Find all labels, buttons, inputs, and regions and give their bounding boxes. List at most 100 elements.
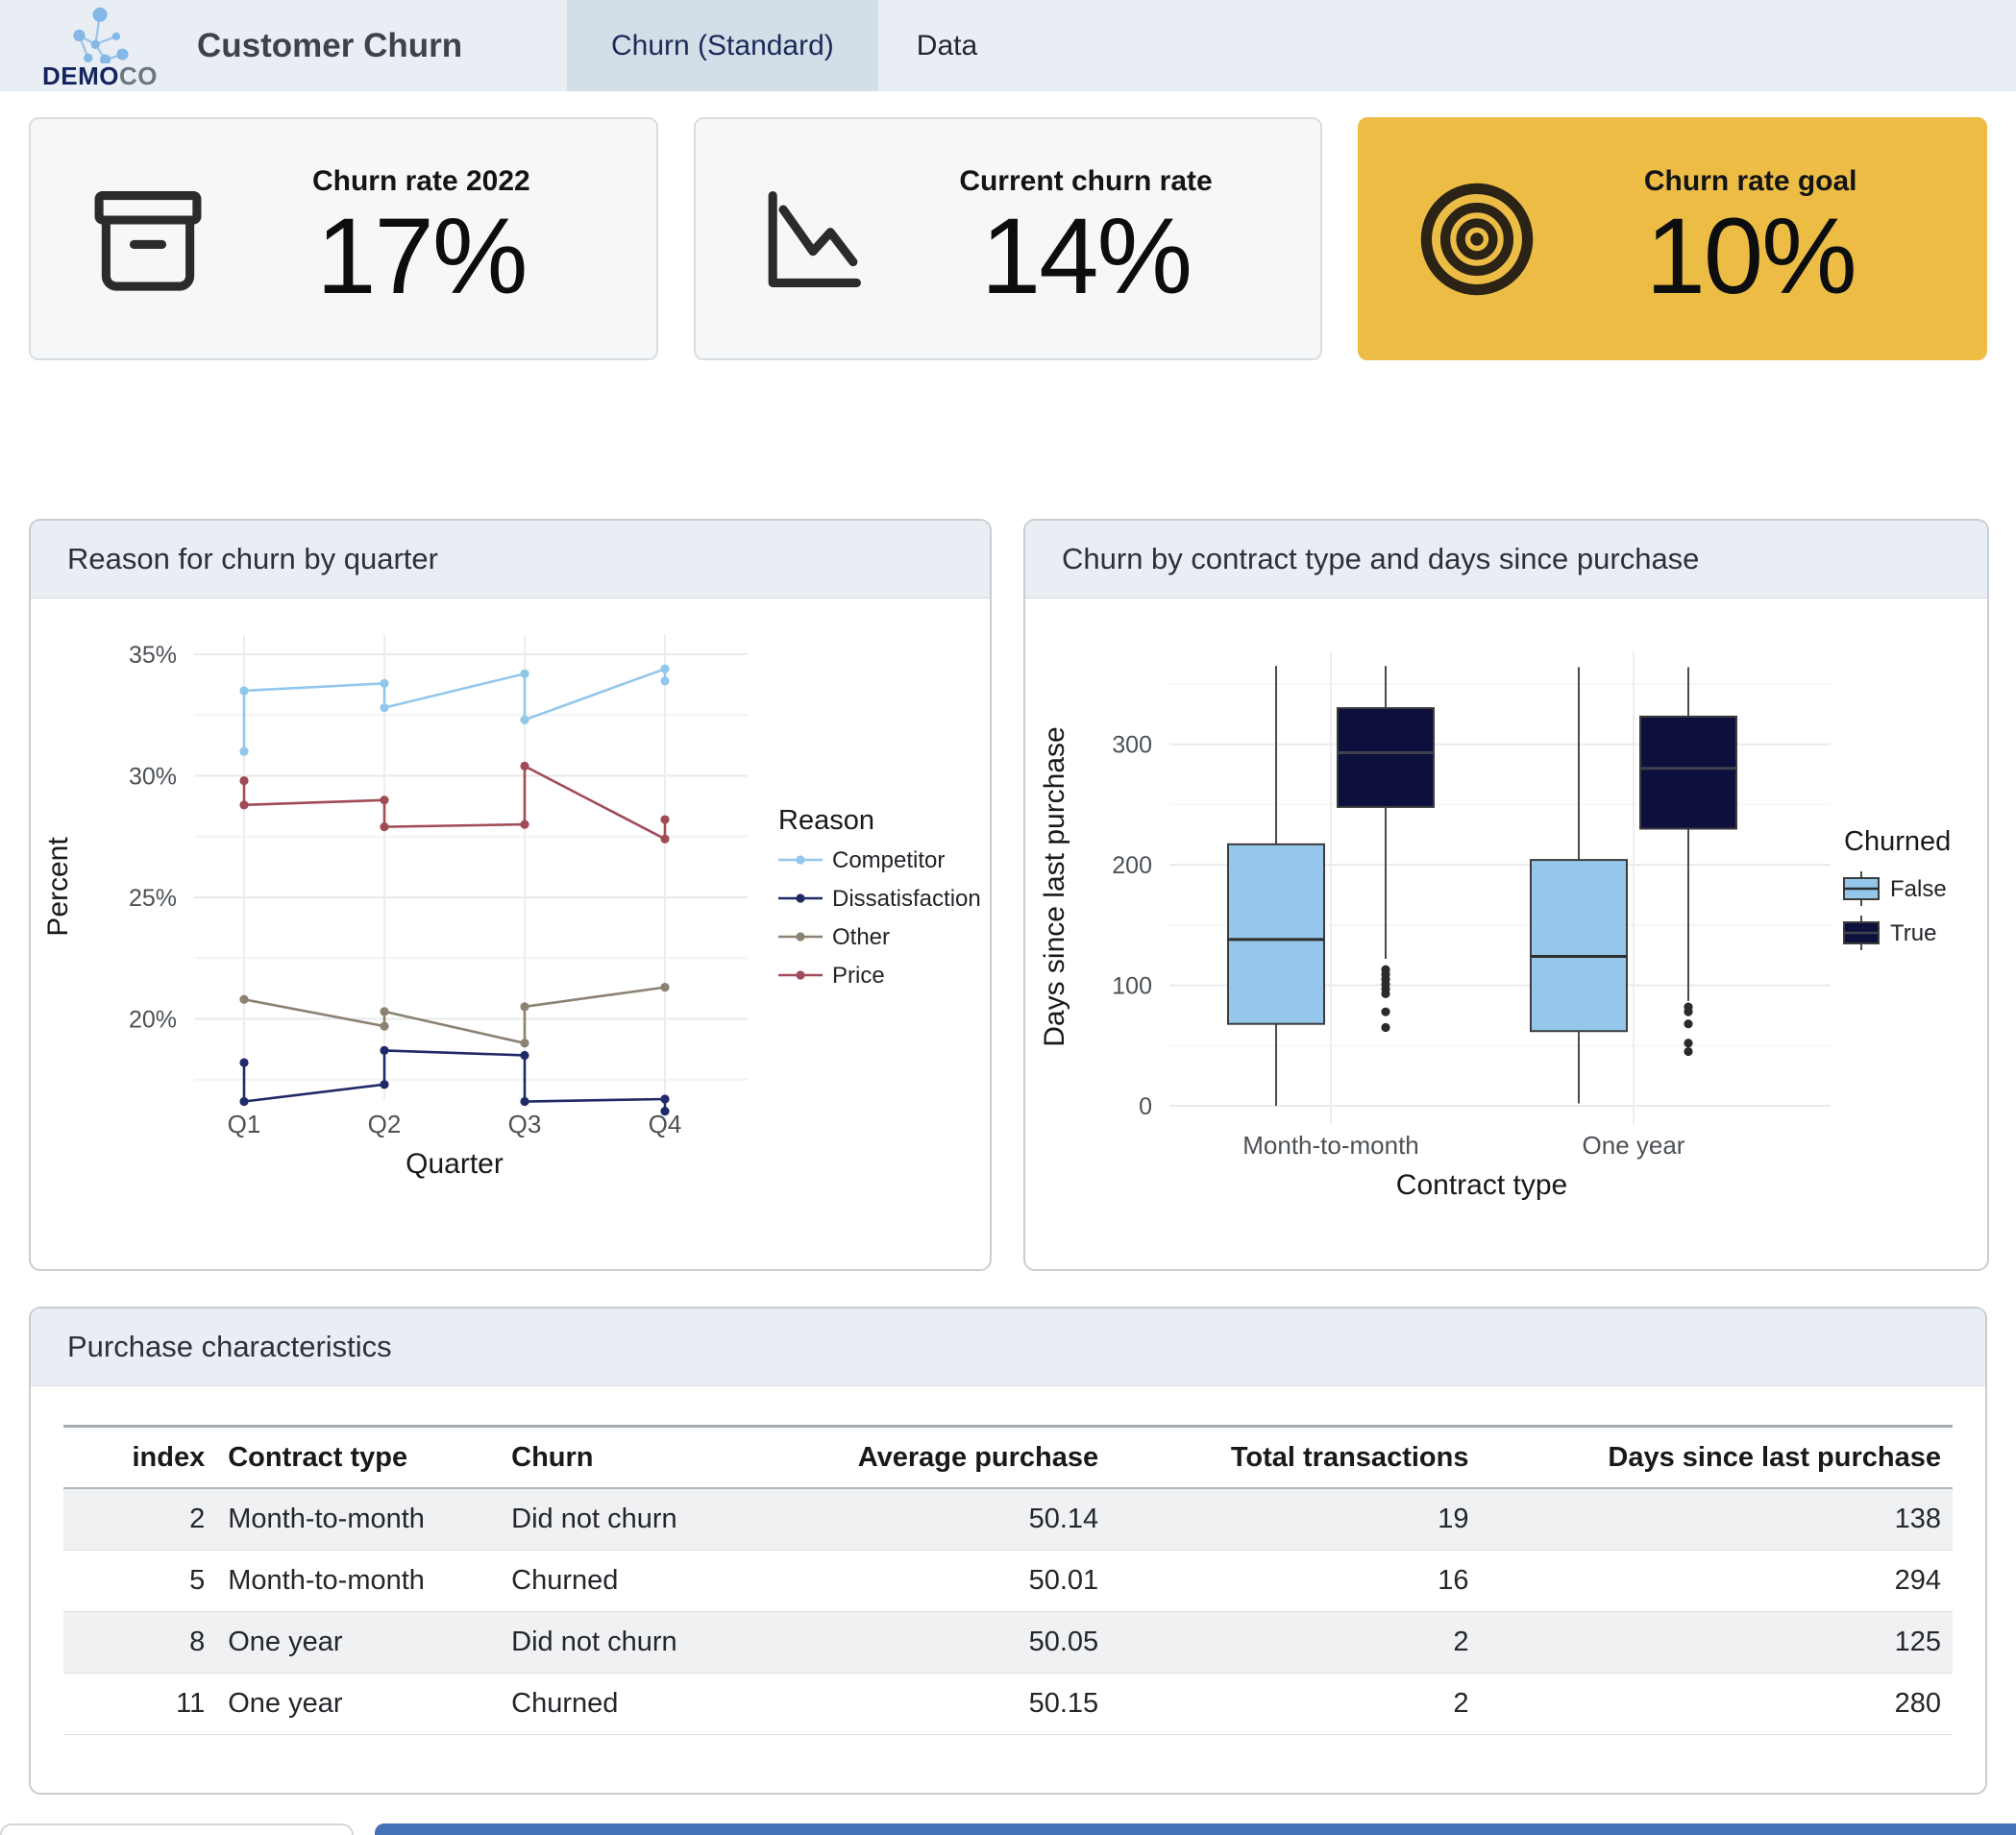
table-cell: One year	[228, 1688, 343, 1719]
line-series-competitor	[239, 664, 670, 756]
line-chart-reason-by-quarter: 35% 30% 25% 20% Q1 Q2 Q3 Q4 Quarter Percent Reason…	[31, 599, 990, 1269]
table-cell: 19	[1438, 1504, 1469, 1534]
purchase-table: index Contract type Churn Average purchase T…	[63, 1425, 1953, 1735]
svg-text:Q1: Q1	[228, 1110, 261, 1138]
table-row: 2 Month-to-month Did not churn 50.14 19 138	[63, 1488, 1953, 1551]
kpi-title: Churn rate goal	[1643, 164, 1857, 197]
kpi-title: Churn rate 2022	[311, 164, 530, 197]
purchase-table-wrap: index Contract type Churn Average purchase T…	[31, 1386, 1985, 1735]
legend-item-other: Other	[778, 924, 890, 950]
table-row: 5 Month-to-month Churned 50.01 16 294	[63, 1551, 1953, 1612]
svg-text:Percent: Percent	[42, 837, 74, 937]
tab-data[interactable]: Data	[916, 29, 978, 61]
box-plot-days-since-purchase: 0 100 200 300 Month-to-month One year Contract…	[1025, 599, 1987, 1269]
table-header-contract-type: Contract type	[228, 1441, 408, 1473]
line-series-dissatisfaction	[239, 1045, 670, 1116]
svg-text:One year: One year	[1583, 1131, 1685, 1160]
line-chart-x-axis-title: Quarter	[406, 1148, 504, 1180]
line-series-price	[239, 761, 670, 844]
tab-churn-standard[interactable]: Churn (Standard)	[567, 0, 878, 91]
table-cell: 50.01	[1028, 1565, 1099, 1596]
page-title: Customer Churn	[197, 26, 463, 64]
tab-bar: Churn (Standard) Data	[567, 0, 1016, 91]
trend-down-chart-icon	[746, 182, 880, 297]
panel-title-table: Purchase characteristics	[31, 1309, 1985, 1386]
svg-text:0: 0	[1139, 1093, 1152, 1120]
kpi-card-churn-2022: Churn rate 2022 17%	[29, 117, 658, 360]
table-row: 8 One year Did not churn 50.05 2 125	[63, 1611, 1953, 1674]
box-group-false	[1227, 666, 1628, 1106]
kpi-card-current-churn: Current churn rate 14%	[693, 117, 1323, 360]
svg-text:Contract type: Contract type	[1396, 1169, 1567, 1201]
box-chart-x-tick-labels: Month-to-month One year	[1242, 1131, 1685, 1160]
line-chart-legend: Reason Competitor Dissatisfaction Other Pric…	[778, 805, 981, 989]
panel-churn-by-contract: Churn by contract type and days since pu…	[1023, 519, 1989, 1271]
partial-panel-below	[0, 1823, 354, 1835]
table-cell: 8	[189, 1627, 206, 1657]
svg-text:Month-to-month: Month-to-month	[1242, 1131, 1419, 1160]
box-chart-legend: Churned False True	[1843, 826, 1951, 950]
table-cell: Month-to-month	[228, 1565, 425, 1596]
svg-text:200: 200	[1112, 852, 1152, 879]
archive-box-icon	[81, 182, 215, 297]
svg-text:300: 300	[1112, 732, 1152, 759]
table-header-days-since-last-purchase: Days since last purchase	[1608, 1441, 1941, 1473]
box-group-true	[1337, 666, 1737, 1057]
table-header-index: index	[132, 1441, 206, 1473]
table-cell: 50.05	[1028, 1627, 1099, 1657]
table-cell: 2	[1453, 1688, 1469, 1719]
table-cell: 294	[1894, 1565, 1941, 1596]
table-cell: 2	[189, 1504, 206, 1534]
panel-reason-for-churn: Reason for churn by quarter 35% 30% 25% 20%…	[29, 519, 992, 1271]
legend-item-competitor: Competitor	[778, 847, 945, 873]
legend-item-false: False	[1843, 871, 1947, 906]
kpi-value: 10%	[1645, 195, 1857, 316]
legend-item-dissatisfaction: Dissatisfaction	[778, 886, 981, 912]
table-cell: 125	[1894, 1627, 1941, 1657]
box-chart-y-axis-title: Days since last purchase	[1039, 726, 1070, 1047]
table-cell: Did not churn	[511, 1504, 677, 1534]
line-chart-y-tick-labels: 35% 30% 25% 20%	[129, 642, 177, 1034]
legend-item-true: True	[1843, 916, 1936, 950]
svg-text:True: True	[1890, 920, 1936, 946]
box-chart-x-axis-title: Contract type	[1396, 1169, 1567, 1201]
table-cell: 280	[1894, 1688, 1941, 1719]
svg-text:Q2: Q2	[368, 1110, 402, 1138]
panel-purchase-characteristics: Purchase characteristics index Contract t…	[29, 1307, 1987, 1795]
svg-text:Q3: Q3	[508, 1110, 542, 1138]
table-cell: 11	[176, 1688, 206, 1719]
table-cell: Churned	[511, 1565, 619, 1596]
logo-network-icon	[73, 7, 129, 63]
line-series-other	[239, 983, 670, 1048]
table-cell: One year	[228, 1627, 343, 1657]
table-header-average-purchase: Average purchase	[857, 1441, 1099, 1473]
table-row: 11 One year Churned 50.15 2 280	[63, 1674, 1953, 1735]
brand-name: DEMOCO	[42, 61, 158, 90]
company-logo: DEMOCO	[38, 4, 161, 88]
table-cell: Churned	[511, 1688, 619, 1719]
line-chart-x-tick-labels: Q1 Q2 Q3 Q4	[228, 1110, 682, 1138]
kpi-content: Current churn rate 14%	[880, 165, 1292, 313]
svg-text:Other: Other	[832, 924, 890, 950]
app-header: DEMOCO Customer Churn Churn (Standard) D…	[0, 0, 2016, 91]
kpi-title: Current churn rate	[959, 164, 1213, 197]
partial-blue-bar-below	[375, 1823, 2016, 1835]
box-chart-y-tick-labels: 0 100 200 300	[1112, 732, 1152, 1120]
svg-text:35%: 35%	[129, 642, 177, 669]
svg-text:100: 100	[1112, 973, 1152, 1000]
target-icon	[1410, 180, 1544, 299]
table-cell: 2	[1453, 1627, 1469, 1657]
legend-item-price: Price	[778, 963, 885, 989]
table-header-total-transactions: Total transactions	[1230, 1441, 1469, 1473]
svg-text:25%: 25%	[129, 885, 177, 912]
line-chart-y-axis-title: Percent	[42, 837, 74, 937]
table-cell: 16	[1438, 1565, 1469, 1596]
kpi-card-row: Churn rate 2022 17% Current churn rate 1…	[29, 117, 1988, 360]
table-body: 2 Month-to-month Did not churn 50.14 19 138 5 M…	[63, 1488, 1953, 1735]
table-cell: 50.14	[1028, 1504, 1099, 1534]
svg-text:30%: 30%	[129, 764, 177, 791]
table-cell: Month-to-month	[228, 1504, 425, 1534]
table-cell: 50.15	[1028, 1688, 1099, 1719]
svg-text:False: False	[1890, 876, 1947, 902]
table-cell: Did not churn	[511, 1627, 677, 1657]
